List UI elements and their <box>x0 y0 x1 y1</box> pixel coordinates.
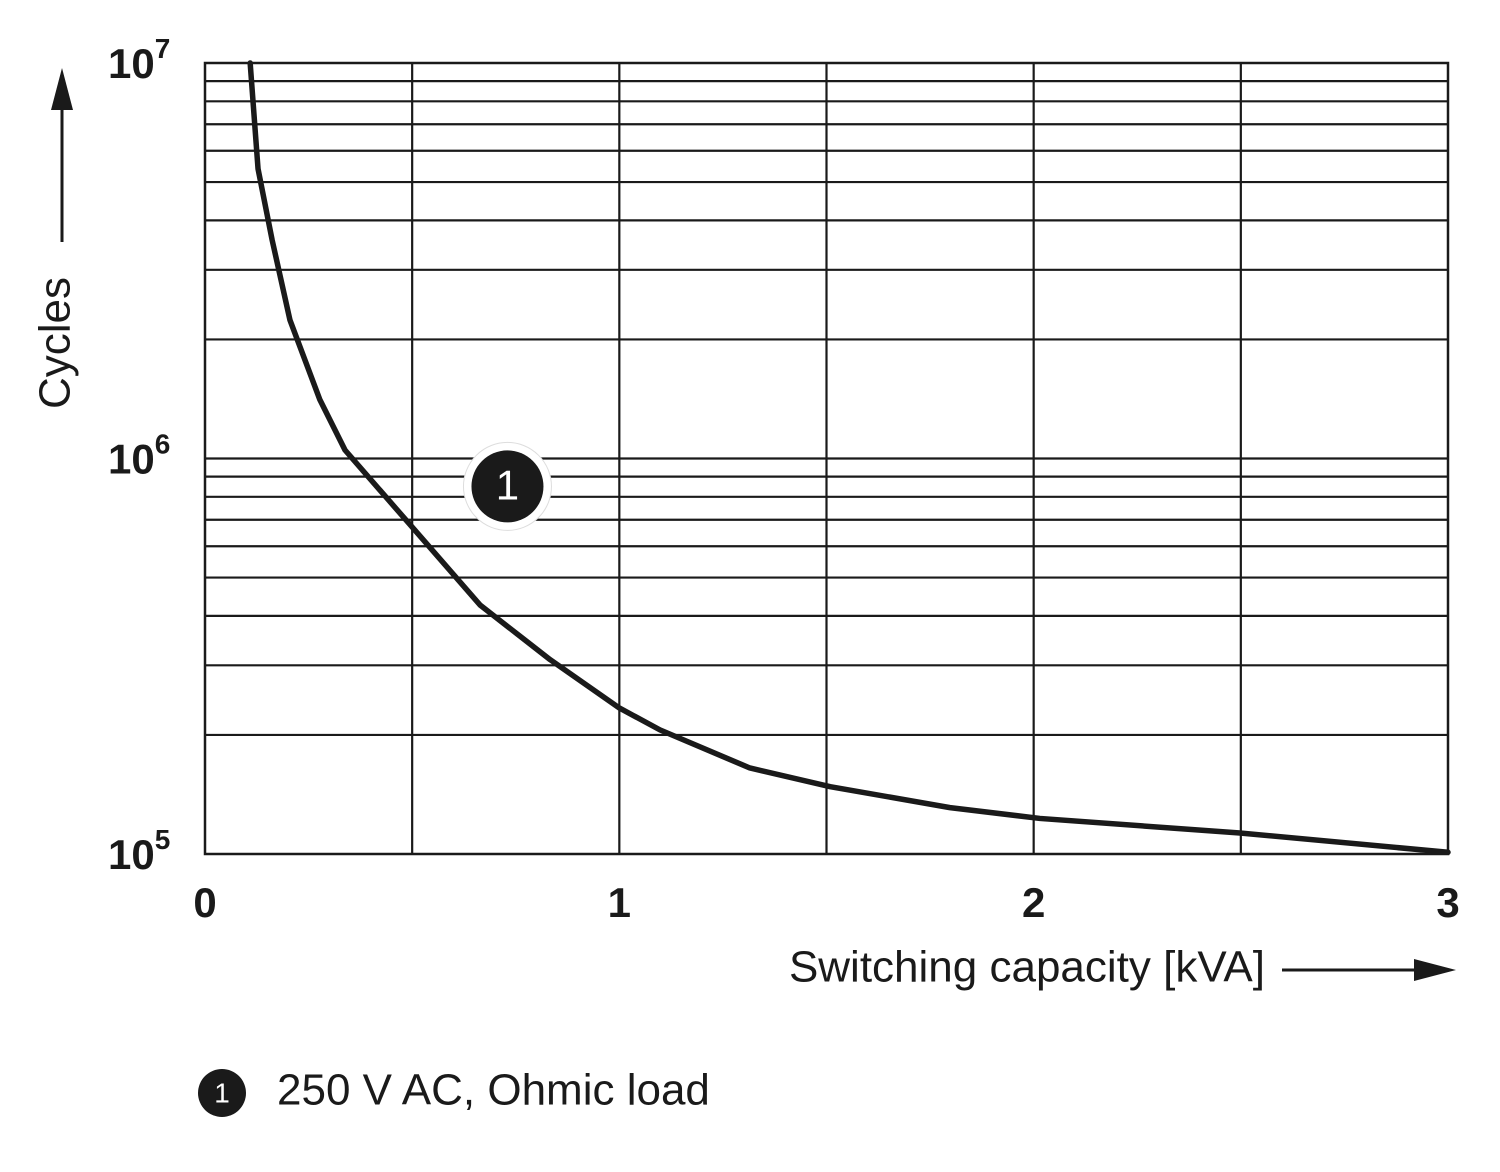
x-axis-arrow <box>1282 959 1456 981</box>
y-tick-exponent: 6 <box>155 429 171 460</box>
y-tick-label: 107 <box>108 33 170 87</box>
plot-frame <box>203 61 1450 856</box>
x-tick-label: 1 <box>608 879 631 926</box>
callout-label: 1 <box>496 462 519 509</box>
curve <box>247 60 1451 856</box>
y-axis-arrow <box>51 68 73 242</box>
x-axis-label: Switching capacity [kVA] <box>789 943 1265 992</box>
y-tick-exponent: 5 <box>155 824 171 855</box>
y-tick-base: 10 <box>108 40 155 87</box>
callout-marker <box>471 450 544 523</box>
legend-marker-label: 1 <box>214 1077 230 1108</box>
x-tick-label: 3 <box>1436 879 1459 926</box>
y-tick-exponent: 7 <box>155 33 171 64</box>
y-axis-label: Cycles <box>31 277 80 409</box>
y-tick-label: 105 <box>108 824 170 878</box>
legend-label: 250 V AC, Ohmic load <box>277 1066 710 1115</box>
x-tick-label: 2 <box>1022 879 1045 926</box>
y-tick-base: 10 <box>108 831 155 878</box>
y-tick-label: 106 <box>108 429 170 483</box>
y-tick-base: 10 <box>108 436 155 483</box>
x-tick-label: 0 <box>193 879 216 926</box>
legend-marker <box>198 1069 246 1117</box>
